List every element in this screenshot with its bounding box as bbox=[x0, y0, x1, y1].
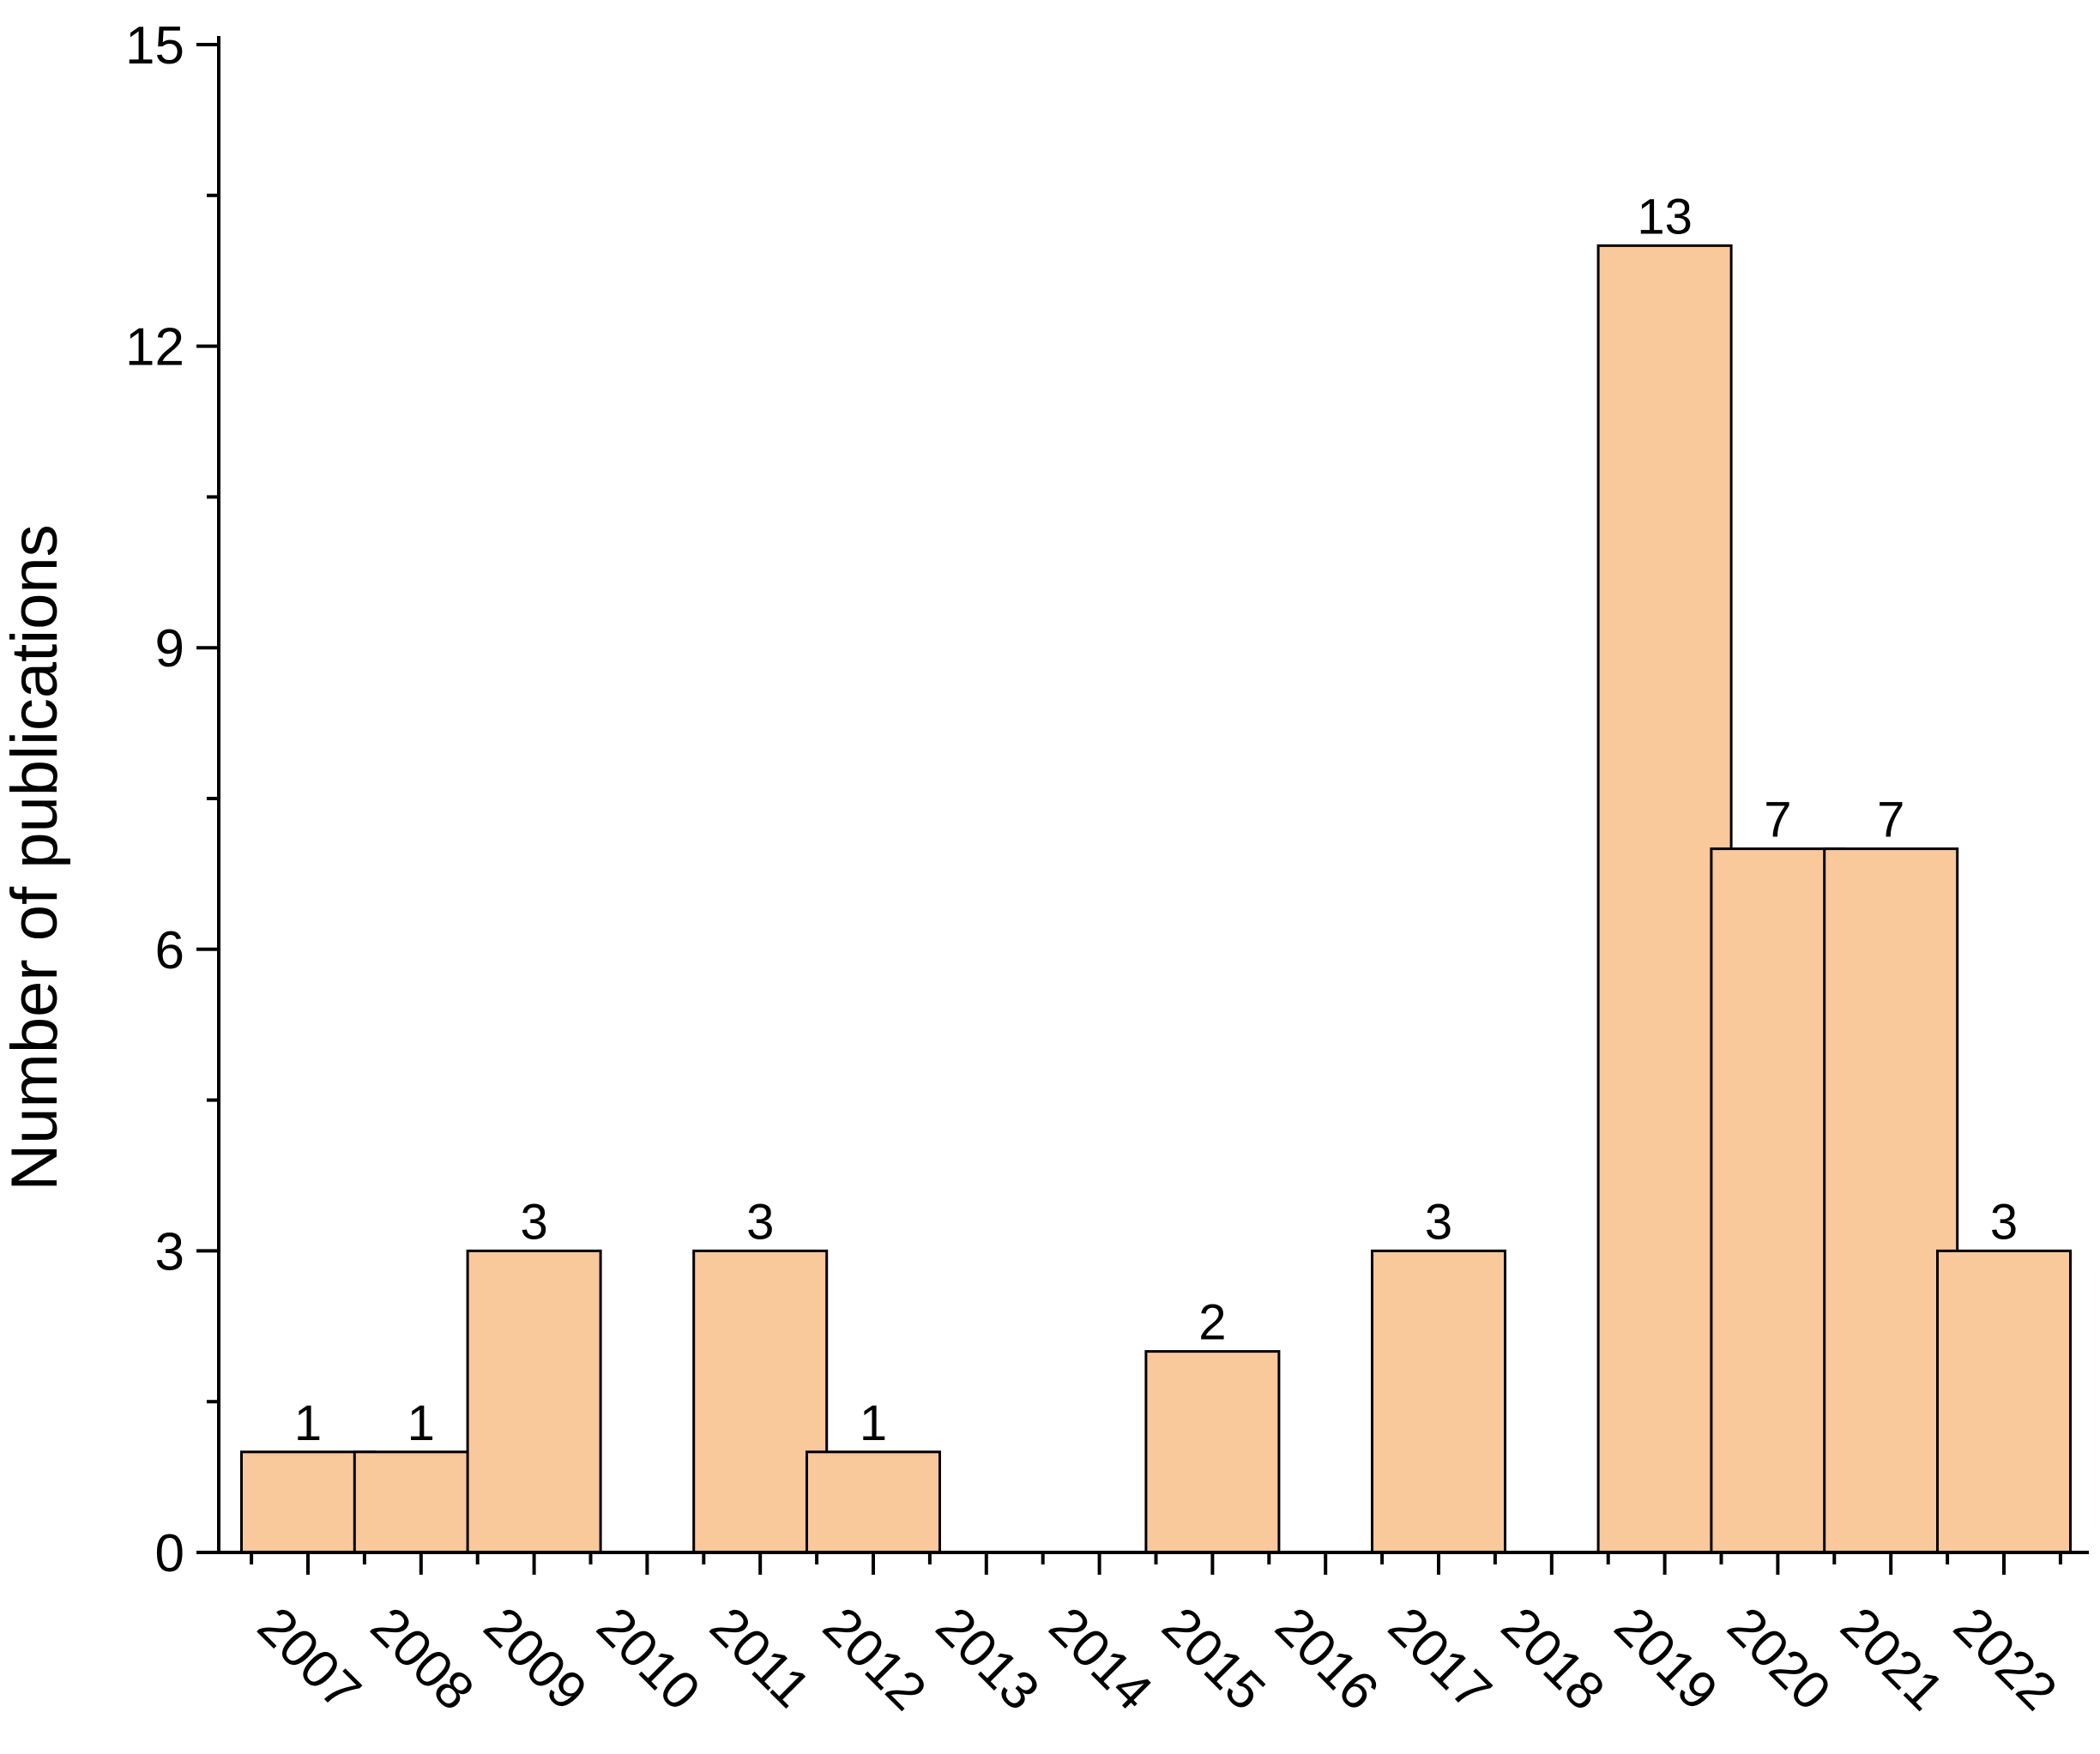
x-tick-label-2014: 2014 bbox=[1038, 1596, 1163, 1721]
data-label-2008: 1 bbox=[407, 1395, 435, 1451]
bar-2007 bbox=[240, 1450, 376, 1554]
data-label-2011: 3 bbox=[746, 1194, 774, 1250]
x-tick-label-2017: 2017 bbox=[1377, 1596, 1502, 1721]
x-tick-label-2015: 2015 bbox=[1151, 1596, 1276, 1721]
x-tick-label-2012: 2012 bbox=[812, 1596, 937, 1721]
y-tick-label-9: 9 bbox=[155, 619, 184, 678]
y-tick-label-3: 3 bbox=[155, 1222, 184, 1281]
data-label-2021: 7 bbox=[1877, 793, 1904, 848]
y-tick-label-15: 15 bbox=[125, 16, 184, 75]
bar-2009 bbox=[466, 1249, 602, 1554]
data-label-2012: 1 bbox=[860, 1395, 887, 1451]
y-axis-title: Number of publications bbox=[0, 524, 71, 1190]
y-tick-label-12: 12 bbox=[125, 318, 184, 377]
x-tick-label-2019: 2019 bbox=[1603, 1596, 1729, 1721]
y-tick-label-6: 6 bbox=[155, 921, 184, 980]
data-label-2009: 3 bbox=[520, 1194, 547, 1250]
bar-2022 bbox=[1936, 1249, 2072, 1554]
data-label-2022: 3 bbox=[1990, 1194, 2018, 1250]
data-label-2017: 3 bbox=[1425, 1194, 1452, 1250]
x-tick-label-2021: 2021 bbox=[1829, 1596, 1954, 1721]
bar-2012 bbox=[806, 1450, 941, 1554]
bar-2019 bbox=[1596, 244, 1733, 1554]
data-label-2019: 13 bbox=[1637, 189, 1693, 244]
x-axis: 2007200820092010201120122013201420152016… bbox=[217, 1551, 2089, 1721]
x-tick-label-2022: 2022 bbox=[1942, 1596, 2067, 1721]
x-tick-label-2009: 2009 bbox=[473, 1596, 598, 1721]
x-tick-label-2007: 2007 bbox=[246, 1596, 371, 1721]
bar-2020 bbox=[1710, 847, 1846, 1554]
x-tick-label-2018: 2018 bbox=[1490, 1596, 1615, 1721]
x-tick-label-2010: 2010 bbox=[586, 1596, 711, 1721]
data-label-2020: 7 bbox=[1764, 793, 1791, 848]
data-label-2015: 2 bbox=[1198, 1295, 1226, 1351]
bars-layer bbox=[240, 244, 2072, 1554]
x-tick-label-2013: 2013 bbox=[925, 1596, 1050, 1721]
x-tick-label-2011: 2011 bbox=[698, 1596, 821, 1719]
x-tick-label-2020: 2020 bbox=[1717, 1596, 1842, 1721]
bar-2015 bbox=[1144, 1350, 1281, 1554]
bar-2017 bbox=[1371, 1249, 1506, 1554]
bar-2011 bbox=[692, 1249, 829, 1554]
data-label-2007: 1 bbox=[294, 1395, 322, 1451]
bar-2008 bbox=[353, 1450, 489, 1554]
x-tick-label-2016: 2016 bbox=[1264, 1596, 1389, 1721]
x-tick-label-2008: 2008 bbox=[359, 1596, 485, 1721]
bar-2021 bbox=[1823, 847, 1959, 1554]
y-axis: 0 3 6 9 12 15 bbox=[125, 16, 220, 1583]
y-tick-label-0: 0 bbox=[155, 1524, 184, 1583]
